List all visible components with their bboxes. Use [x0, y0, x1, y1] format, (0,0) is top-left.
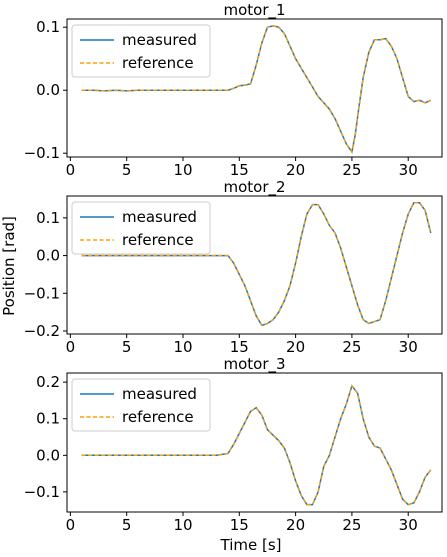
- axes-frame: [66, 195, 443, 335]
- x-tick-label: 25: [342, 338, 361, 356]
- y-tick-label: 0.0: [36, 81, 60, 99]
- axes-frame: [66, 372, 443, 513]
- x-tick-label: 20: [286, 161, 305, 179]
- series-line-reference: [81, 25, 432, 154]
- y-tick-label: −0.1: [24, 483, 60, 501]
- y-tick-label: 0.0: [36, 247, 60, 265]
- chart-motor_3: motor_3 0 5 10 15 20 25 30 −0.1 0.0 0.1 0.2 measured…: [24, 355, 443, 534]
- y-tick-label: −0.2: [24, 322, 60, 340]
- x-tick-label: 0: [66, 338, 76, 356]
- y-tick-label: 0.2: [36, 373, 60, 391]
- y-tick-label: −0.1: [24, 284, 60, 302]
- x-tick-label: 25: [342, 516, 361, 534]
- x-tick-label: 10: [173, 161, 192, 179]
- legend-box: [71, 201, 211, 255]
- x-tick-label: 15: [230, 161, 249, 179]
- chart-title: motor_2: [223, 178, 285, 197]
- legend-label-measured: measured: [122, 31, 197, 49]
- x-tick-label: 30: [399, 338, 418, 356]
- x-tick-label: 30: [399, 161, 418, 179]
- y-tick-label: 0.1: [36, 410, 60, 428]
- legend-label-measured: measured: [122, 385, 197, 403]
- x-tick-label: 0: [66, 161, 76, 179]
- series-line-reference: [81, 384, 432, 506]
- legend-label-reference: reference: [122, 408, 194, 426]
- y-tick-label: 0.1: [36, 18, 60, 36]
- x-tick-label: 30: [399, 516, 418, 534]
- x-tick-label: 15: [230, 516, 249, 534]
- figure-ylabel: Position [rad]: [0, 216, 18, 316]
- x-tick-label: 20: [286, 516, 305, 534]
- legend-box: [71, 378, 211, 432]
- axes-frame: [66, 18, 443, 158]
- figure-xlabel: Time [s]: [220, 536, 282, 554]
- x-tick-label: 25: [342, 161, 361, 179]
- legend-label-reference: reference: [122, 54, 194, 72]
- chart-title: motor_1: [223, 1, 285, 20]
- chart-motor_1: motor_1 0 5 10 15 20 25 30 −0.1 0.0 0.1 measured ref…: [24, 1, 443, 179]
- x-tick-label: 20: [286, 338, 305, 356]
- y-tick-label: 0.1: [36, 209, 60, 227]
- legend-box: [71, 24, 211, 78]
- y-tick-label: 0.0: [36, 446, 60, 464]
- x-tick-label: 5: [122, 338, 132, 356]
- x-tick-label: 10: [173, 516, 192, 534]
- legend-label-reference: reference: [122, 231, 194, 249]
- x-tick-label: 5: [122, 161, 132, 179]
- legend-label-measured: measured: [122, 208, 197, 226]
- chart-title: motor_3: [223, 355, 285, 374]
- x-tick-label: 15: [230, 338, 249, 356]
- chart-motor_2: motor_2 0 5 10 15 20 25 30 −0.2 −0.1 0.0 0.1 measure…: [24, 178, 443, 356]
- series-line-reference: [81, 202, 432, 327]
- y-tick-label: −0.1: [24, 144, 60, 162]
- x-tick-label: 10: [173, 338, 192, 356]
- x-tick-label: 0: [66, 516, 76, 534]
- x-tick-label: 5: [122, 516, 132, 534]
